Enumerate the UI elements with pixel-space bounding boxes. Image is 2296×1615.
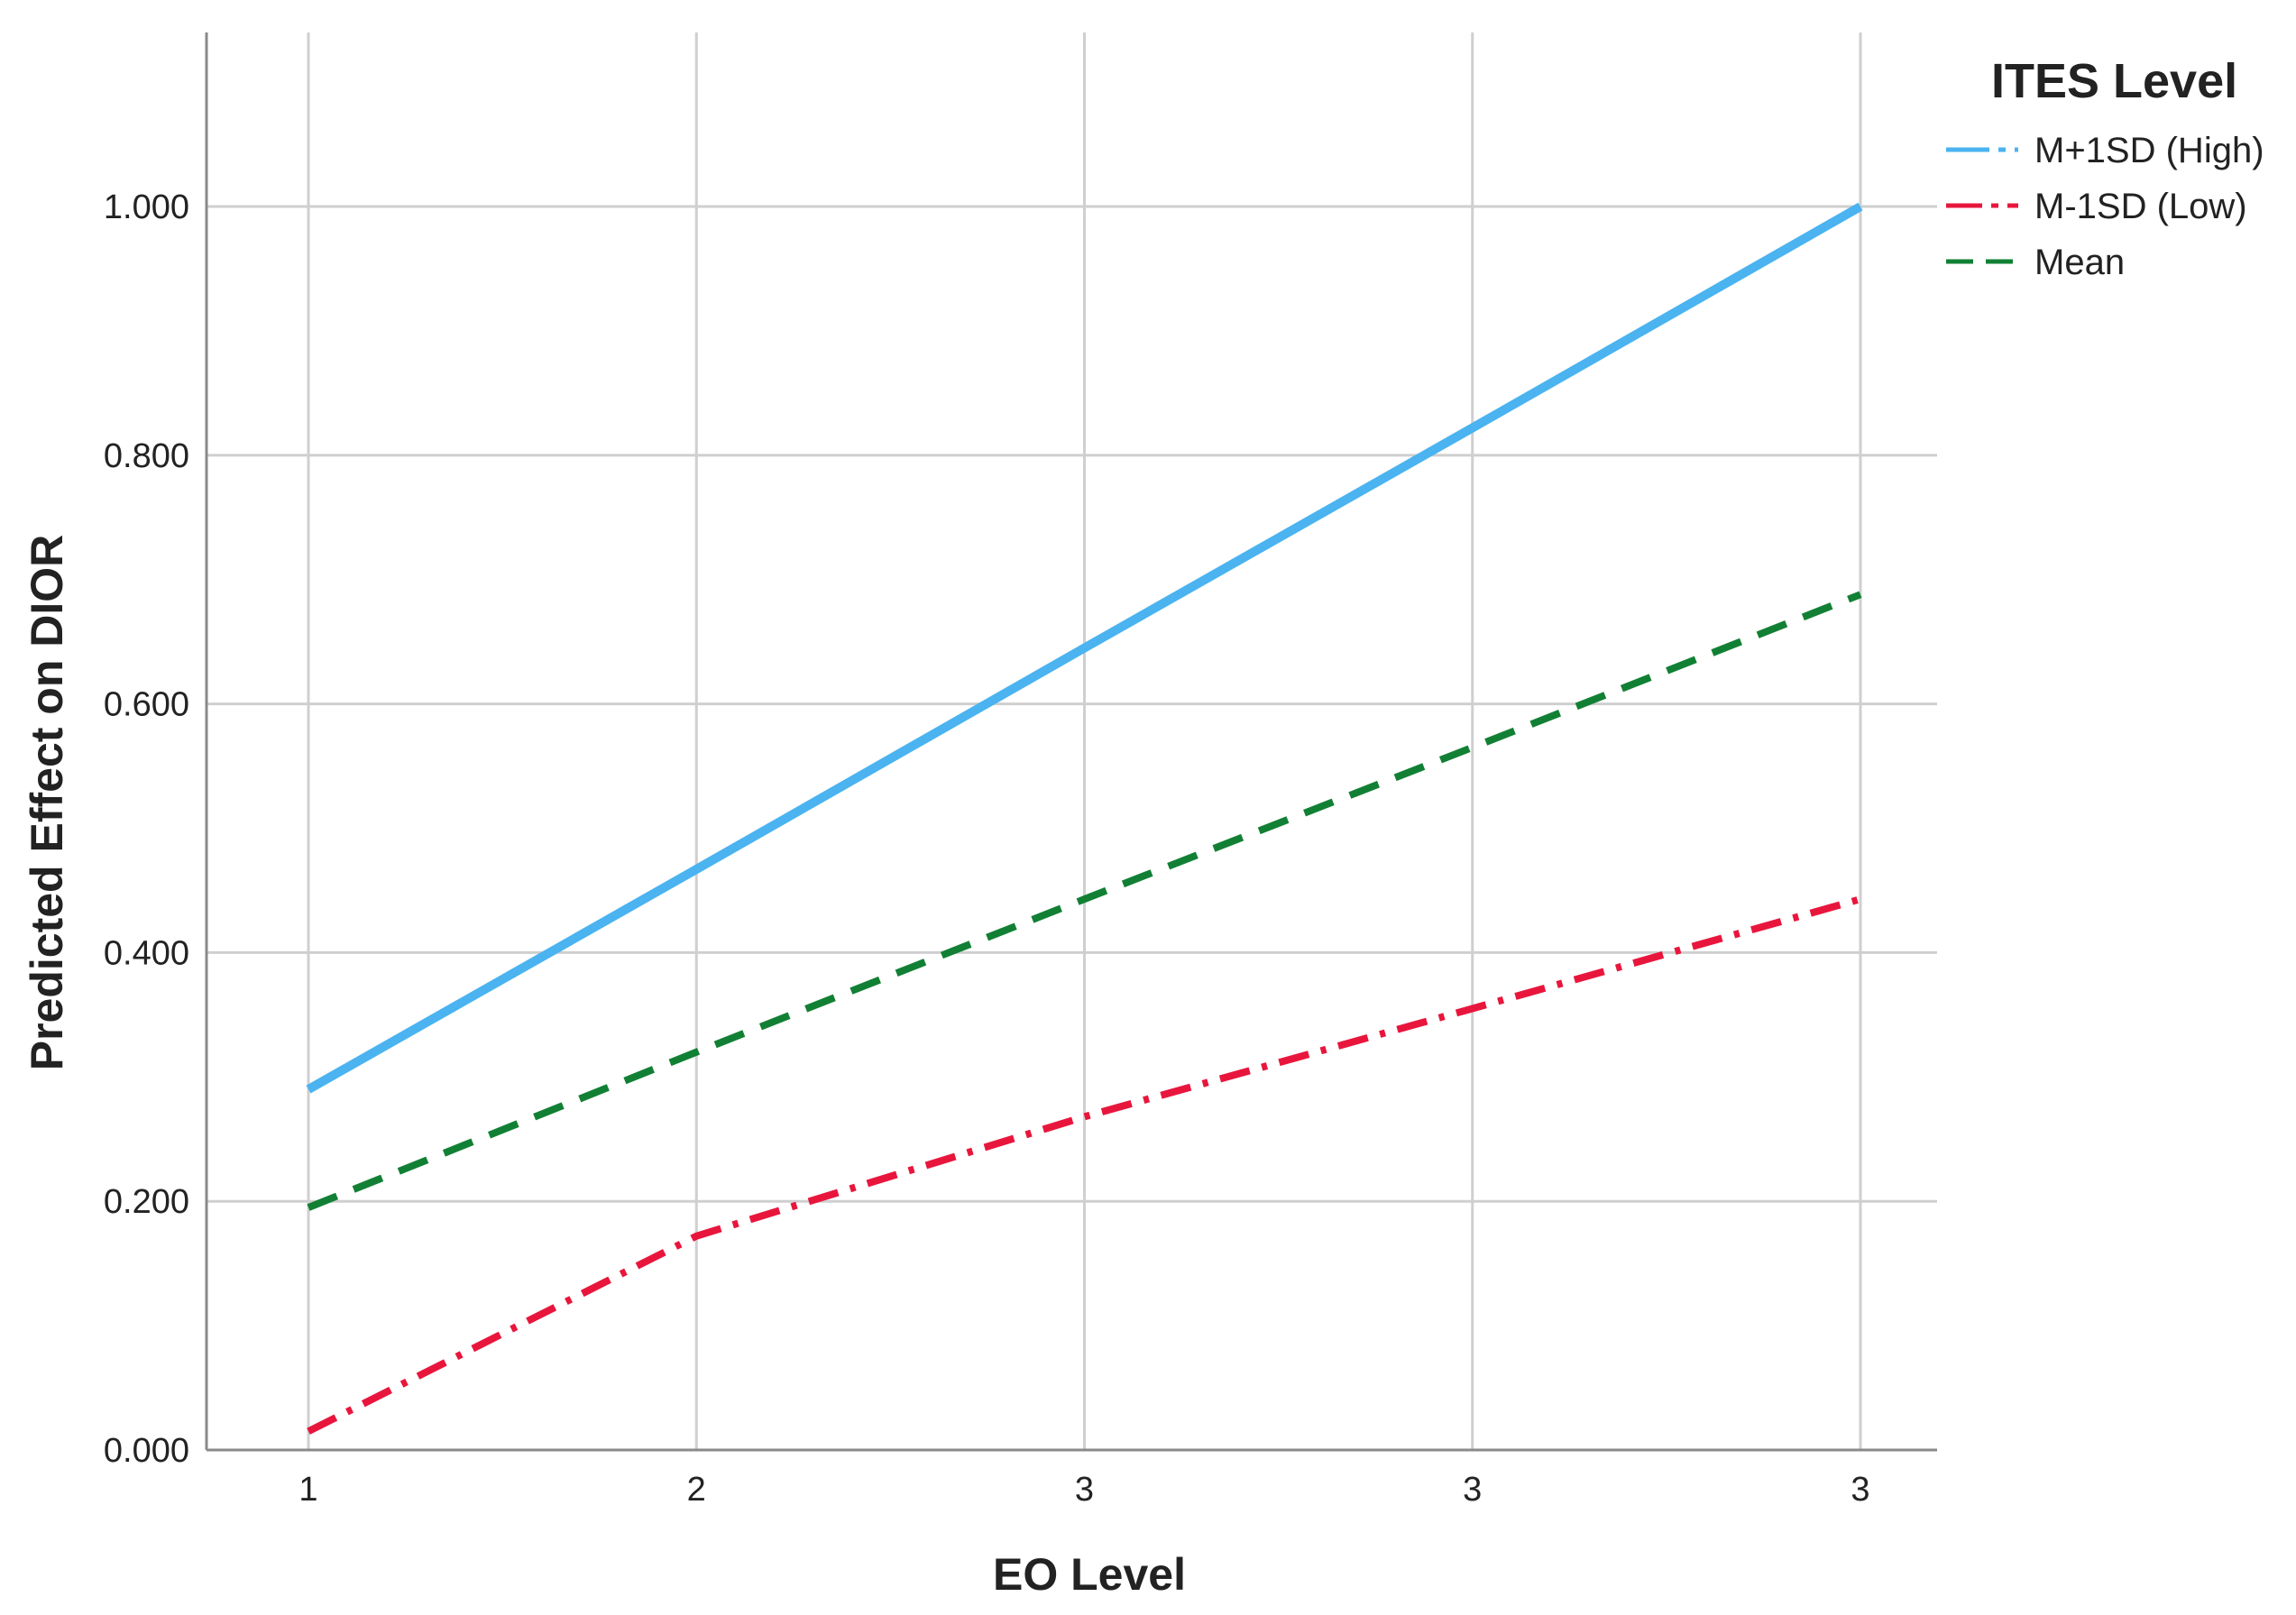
legend-label: M-1SD (Low) — [2034, 187, 2247, 226]
series-line-2 — [307, 591, 1862, 1211]
y-tick-label: 0.200 — [104, 1183, 189, 1221]
x-tick-label: 3 — [1463, 1471, 1482, 1509]
series-line-0 — [306, 202, 1863, 1094]
y-tick-label: 0.600 — [104, 686, 189, 724]
x-tick-label: 3 — [1075, 1471, 1094, 1509]
legend: ITES Level M+1SD (High) M-1SD (Low) Mean — [1946, 54, 2264, 282]
series-layer — [306, 202, 1863, 1435]
legend-label: M+1SD (High) — [2034, 131, 2264, 170]
legend-title: ITES Level — [1991, 54, 2237, 108]
y-axis-title: Predicted Effect on DIOR — [22, 535, 72, 1071]
y-tick-label: 1.000 — [104, 188, 189, 226]
y-tick-label: 0.400 — [104, 934, 189, 972]
x-tick-label: 2 — [687, 1471, 706, 1509]
y-tick-label: 0.800 — [104, 437, 189, 475]
x-tick-label: 3 — [1851, 1471, 1869, 1509]
x-tick-label: 1 — [298, 1471, 317, 1509]
legend-label: Mean — [2034, 243, 2125, 282]
x-axis-title: EO Level — [993, 1549, 1186, 1600]
tick-layer: 0.000 0.200 0.400 0.600 0.800 1.000 1 2 3 3 3 — [104, 188, 1870, 1509]
legend-items: M+1SD (High) M-1SD (Low) Mean — [1946, 131, 2264, 282]
y-tick-label: 0.000 — [104, 1432, 189, 1470]
grid-layer — [207, 32, 1937, 1450]
axis-layer — [205, 32, 1937, 1452]
series-line-1 — [307, 895, 1862, 1435]
